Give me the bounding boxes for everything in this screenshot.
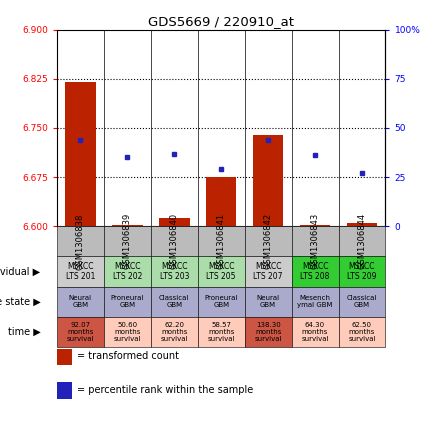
Text: 62.20
months
survival: 62.20 months survival: [160, 322, 188, 342]
Text: Neural
GBM: Neural GBM: [69, 295, 92, 308]
Text: disease state ▶: disease state ▶: [0, 297, 40, 307]
Bar: [245, 256, 292, 287]
Text: MSKCC
LTS 203: MSKCC LTS 203: [159, 262, 189, 281]
Text: GSM1306839: GSM1306839: [123, 213, 132, 269]
Bar: [300, 225, 330, 226]
Bar: [159, 218, 190, 226]
Bar: [198, 256, 245, 287]
Bar: [104, 226, 151, 256]
Bar: [151, 287, 198, 317]
Bar: [151, 317, 198, 347]
Text: = transformed count: = transformed count: [77, 352, 179, 361]
Text: 64.30
months
survival: 64.30 months survival: [301, 322, 329, 342]
Bar: [65, 82, 95, 226]
Bar: [253, 135, 283, 226]
Bar: [151, 256, 198, 287]
Text: GSM1306844: GSM1306844: [357, 213, 367, 269]
Text: 92.07
months
survival: 92.07 months survival: [67, 322, 94, 342]
Bar: [292, 317, 339, 347]
Bar: [57, 317, 104, 347]
Bar: [57, 226, 104, 256]
Bar: [206, 177, 237, 226]
Bar: [292, 256, 339, 287]
Text: 62.50
months
survival: 62.50 months survival: [348, 322, 376, 342]
Text: MSKCC
LTS 209: MSKCC LTS 209: [347, 262, 377, 281]
Text: 58.57
months
survival: 58.57 months survival: [208, 322, 235, 342]
Text: GSM1306843: GSM1306843: [311, 213, 320, 269]
Bar: [245, 226, 292, 256]
Text: Neural
GBM: Neural GBM: [257, 295, 280, 308]
Bar: [57, 256, 104, 287]
Text: Classical
GBM: Classical GBM: [347, 295, 377, 308]
Text: Classical
GBM: Classical GBM: [159, 295, 190, 308]
Bar: [245, 317, 292, 347]
Text: MSKCC
LTS 201: MSKCC LTS 201: [66, 262, 95, 281]
Text: 50.60
months
survival: 50.60 months survival: [113, 322, 141, 342]
Bar: [198, 287, 245, 317]
Bar: [151, 226, 198, 256]
Bar: [347, 223, 377, 226]
Text: MSKCC
LTS 205: MSKCC LTS 205: [206, 262, 236, 281]
Text: MSKCC
LTS 202: MSKCC LTS 202: [113, 262, 142, 281]
Text: = percentile rank within the sample: = percentile rank within the sample: [77, 385, 253, 395]
Bar: [339, 317, 385, 347]
Bar: [339, 226, 385, 256]
Bar: [292, 287, 339, 317]
Bar: [112, 225, 143, 226]
Text: MSKCC
LTS 207: MSKCC LTS 207: [253, 262, 283, 281]
Text: GSM1306841: GSM1306841: [217, 213, 226, 269]
Text: Proneural
GBM: Proneural GBM: [111, 295, 144, 308]
Bar: [104, 317, 151, 347]
Bar: [245, 287, 292, 317]
Text: MSKCC
LTS 208: MSKCC LTS 208: [300, 262, 330, 281]
Text: Mesench
ymal GBM: Mesench ymal GBM: [297, 295, 333, 308]
Bar: [198, 317, 245, 347]
Bar: [104, 287, 151, 317]
Bar: [57, 349, 72, 365]
Text: individual ▶: individual ▶: [0, 266, 40, 277]
Text: GSM1306838: GSM1306838: [76, 213, 85, 269]
Bar: [339, 256, 385, 287]
Bar: [57, 382, 72, 398]
Text: time ▶: time ▶: [8, 327, 40, 337]
Bar: [57, 287, 104, 317]
Bar: [104, 256, 151, 287]
Text: Proneural
GBM: Proneural GBM: [205, 295, 238, 308]
Title: GDS5669 / 220910_at: GDS5669 / 220910_at: [148, 16, 294, 28]
Bar: [198, 226, 245, 256]
Text: 138.30
months
survival: 138.30 months survival: [254, 322, 282, 342]
Text: GSM1306840: GSM1306840: [170, 213, 179, 269]
Text: GSM1306842: GSM1306842: [264, 213, 272, 269]
Bar: [292, 226, 339, 256]
Bar: [339, 287, 385, 317]
